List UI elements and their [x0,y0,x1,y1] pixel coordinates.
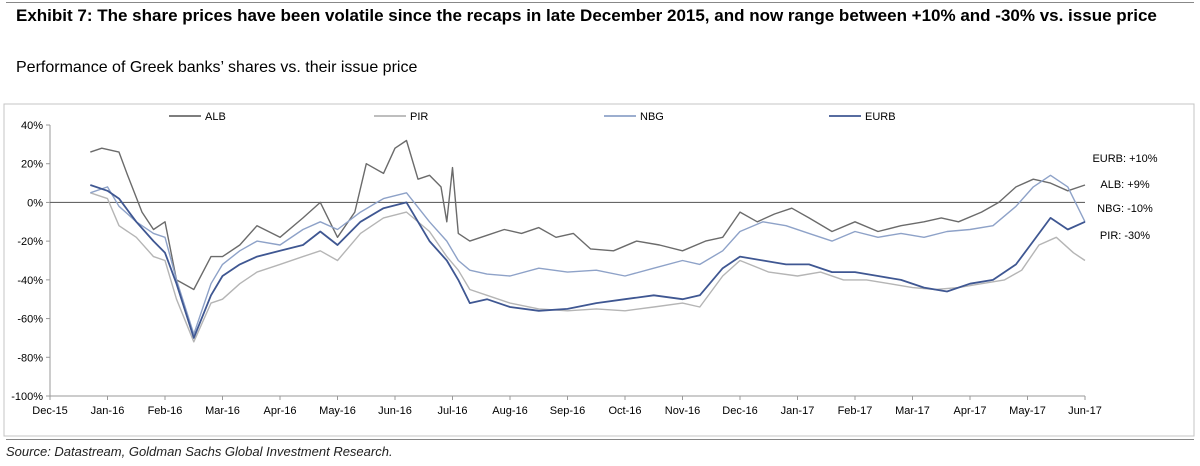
x-tick-label: Jun-16 [378,405,412,417]
y-tick-label: -100% [11,391,43,403]
x-tick-label: Sep-16 [550,405,585,417]
x-tick-label: Feb-17 [838,405,873,417]
x-tick-label: May-16 [319,405,356,417]
x-tick-label: Apr-16 [263,405,296,417]
chart-subtitle: Performance of Greek banks’ shares vs. t… [16,59,418,76]
legend-label-alb: ALB [205,111,226,123]
chart-frame [3,103,1195,437]
x-tick-label: Jul-16 [438,405,468,417]
top-rule [6,2,1194,3]
x-tick-label: Aug-16 [492,405,527,417]
x-tick-label: Nov-16 [665,405,700,417]
x-tick-label: Jan-16 [91,405,125,417]
x-tick-label: Feb-16 [148,405,183,417]
end-label-eurb: EURB: +10% [1092,153,1157,165]
x-tick-label: Jan-17 [781,405,815,417]
x-tick-label: Mar-16 [205,405,240,417]
legend: ALB PIR NBG EURB [169,111,896,123]
series-line-alb [90,139,1086,291]
y-tick-label: -80% [17,352,43,364]
source-note: Source: Datastream, Goldman Sachs Global… [6,444,393,459]
series-line-eurb [90,184,1086,339]
x-tick-label: Oct-16 [608,405,641,417]
y-tick-label: -20% [17,236,43,248]
x-tick-label: May-17 [1009,405,1046,417]
exhibit-title: Exhibit 7: The share prices have been vo… [16,6,1157,25]
end-labels: EURB: +10% ALB: +9% NBG: -10% PIR: -30% [1092,153,1157,242]
legend-label-eurb: EURB [865,111,896,123]
y-tick-label: 20% [21,159,43,171]
y-tick-label: -60% [17,314,43,326]
y-tick-label: -40% [17,275,43,287]
end-label-pir: PIR: -30% [1100,230,1150,242]
end-label-nbg: NBG: -10% [1097,203,1153,215]
x-tick-label: Dec-15 [32,405,67,417]
legend-label-nbg: NBG [640,111,664,123]
series-line-nbg [90,174,1086,335]
y-axis: 40% 20% 0% -20% -40% -60% -80% -100% [11,120,51,403]
series-line-pir [90,192,1086,343]
legend-label-pir: PIR [410,111,428,123]
x-tick-label: Jun-17 [1068,405,1102,417]
x-tick-label: Apr-17 [953,405,986,417]
y-tick-label: 0% [27,197,43,209]
series-lines [90,139,1086,343]
x-axis: Dec-15 Jan-16 Feb-16 Mar-16 Apr-16 May-16 Jun-… [32,395,1102,417]
y-tick-label: 40% [21,120,43,132]
end-label-alb: ALB: +9% [1100,179,1149,191]
x-tick-label: Dec-16 [722,405,757,417]
bottom-rule [6,439,1194,440]
x-tick-label: Mar-17 [895,405,930,417]
line-chart: 40% 20% 0% -20% -40% -60% -80% -100% Dec-15 Jan-… [3,103,1195,437]
